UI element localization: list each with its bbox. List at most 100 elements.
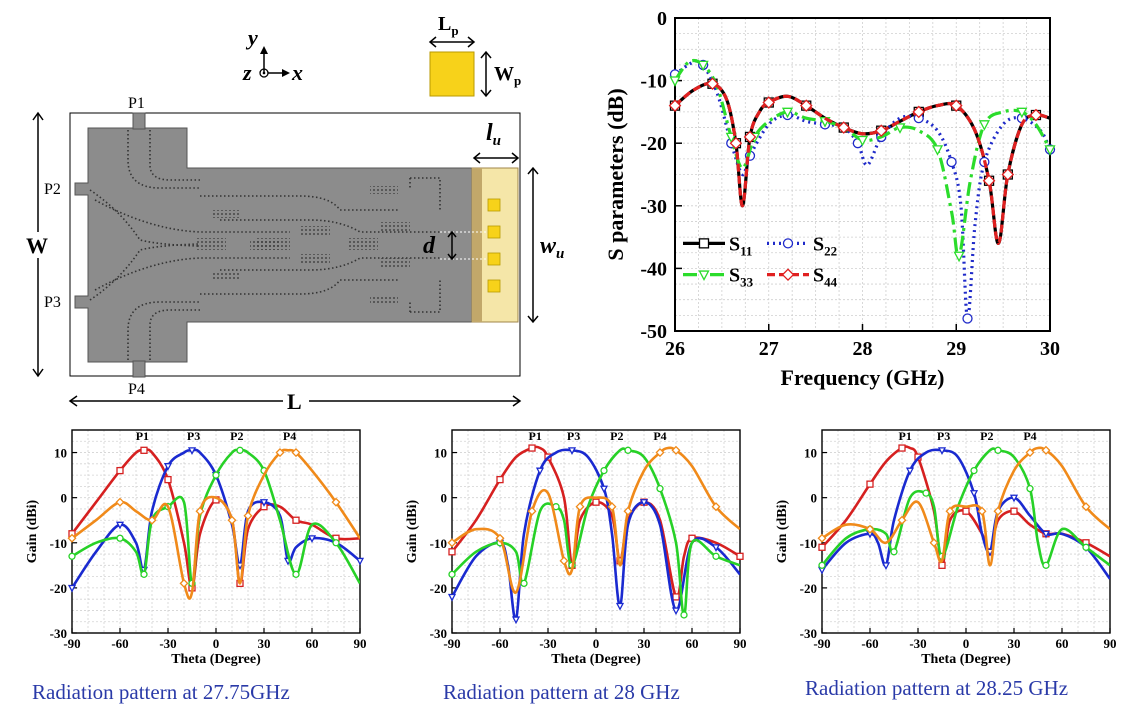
p1-marker	[1010, 507, 1018, 515]
x-tick-label: -90	[63, 636, 80, 651]
p1-marker	[866, 480, 874, 488]
s-parameter-chart: 26 27 28 29 30 0 -10 -20 -30 -40 -50 Frequency (GHz…	[603, 8, 1060, 390]
p2-marker	[1042, 561, 1050, 569]
port-label-p1: P1	[136, 429, 149, 443]
legend-marker	[698, 270, 710, 282]
p3-marker	[259, 499, 269, 507]
p2-marker	[890, 548, 898, 556]
y-tick-label: 0	[441, 491, 448, 506]
p4-marker	[447, 538, 457, 548]
spacing-label: d	[423, 233, 436, 259]
p4-marker	[817, 533, 827, 543]
x-tick-label: -30	[159, 636, 176, 651]
x-tick-label: 60	[686, 636, 699, 651]
p1-marker	[818, 543, 826, 551]
p4-marker	[527, 506, 537, 516]
p4-marker	[711, 502, 721, 512]
s44-marker	[668, 99, 682, 112]
p3-marker	[639, 499, 649, 507]
p4-marker	[275, 448, 285, 458]
p2-marker	[292, 570, 300, 579]
s33-marker	[669, 76, 681, 87]
y-tick-label: 0	[811, 491, 818, 506]
y-tick-label: -30	[430, 626, 447, 641]
p3-marker	[447, 593, 457, 602]
p3-marker	[711, 544, 721, 552]
p2-marker	[68, 552, 76, 560]
y-tick-label: 10	[804, 446, 817, 461]
x-tick-label: -30	[539, 636, 556, 651]
unit-width-label: wu	[540, 233, 564, 262]
s44-marker	[762, 96, 776, 109]
y-axis-label: Gain (dBi)	[405, 499, 420, 563]
p2-marker	[140, 570, 148, 579]
port-p1-label: P1	[128, 95, 145, 112]
p3-marker	[969, 490, 979, 498]
total-length-label: L	[287, 389, 302, 414]
s44-marker	[1001, 168, 1015, 181]
legend-label: S33	[729, 265, 754, 290]
p1-marker	[962, 507, 970, 515]
p4-marker	[559, 556, 569, 566]
s33-marker	[1044, 145, 1056, 156]
p3-marker	[905, 467, 915, 476]
p3-marker	[67, 584, 77, 593]
p2-marker	[236, 446, 244, 454]
x-tick-label: 28	[853, 338, 873, 360]
s33-marker	[931, 145, 944, 156]
y-tick-label: -40	[640, 258, 667, 280]
legend-marker	[781, 268, 795, 281]
p4-marker	[671, 445, 681, 455]
p2-marker	[1082, 543, 1090, 551]
legend: S11 S22 S33 S44	[683, 233, 838, 290]
p2-marker	[1026, 484, 1034, 493]
port-label-p4: P4	[1023, 429, 1036, 443]
s22-marker	[962, 313, 973, 324]
s44-marker	[837, 121, 851, 134]
p3-marker	[1009, 494, 1019, 503]
port-label-p2: P2	[980, 429, 993, 443]
x-tick-label: 27	[759, 338, 779, 360]
p2-marker	[332, 539, 340, 547]
p2-marker	[212, 471, 220, 479]
p3-marker	[187, 447, 197, 455]
y-tick-label: -30	[640, 196, 667, 218]
y-axis-label: Gain (dBi)	[775, 499, 790, 563]
s44-marker	[706, 77, 719, 91]
patch-array	[487, 198, 501, 293]
s22-marker	[946, 156, 957, 168]
legend-marker	[782, 238, 794, 249]
y-tick-label: 0	[61, 491, 68, 506]
p4-marker	[977, 506, 987, 516]
p4-marker	[195, 506, 205, 516]
p4-marker	[1081, 502, 1091, 512]
p4-marker	[929, 538, 939, 548]
x-tick-label: 60	[306, 636, 319, 651]
p4-marker	[147, 515, 157, 525]
p1-marker	[938, 561, 946, 569]
port-label-p2: P2	[230, 429, 243, 443]
p4-marker	[179, 578, 189, 588]
port-label-p1: P1	[529, 429, 542, 443]
s33-marker	[697, 60, 709, 72]
p3-marker	[881, 562, 891, 571]
axis-y-label: y	[245, 25, 258, 50]
spacing-dimension: d	[423, 230, 457, 261]
p3-marker	[599, 485, 609, 494]
y-tick-label: -30	[50, 626, 67, 641]
p3-marker	[1041, 530, 1051, 539]
p4-marker	[291, 448, 301, 458]
p2-marker	[818, 561, 826, 569]
p3-marker	[511, 616, 521, 625]
p1-marker	[116, 466, 124, 475]
s44-marker	[912, 105, 926, 119]
x-tick-label: -30	[909, 636, 926, 651]
y-tick-label: -20	[800, 581, 817, 596]
port-label-p3: P3	[937, 429, 950, 443]
p3-marker	[615, 602, 625, 611]
s44-marker	[1029, 108, 1043, 122]
coordinate-axes: y z x	[242, 25, 303, 85]
p4-marker	[865, 524, 875, 534]
p3-marker	[163, 463, 173, 471]
